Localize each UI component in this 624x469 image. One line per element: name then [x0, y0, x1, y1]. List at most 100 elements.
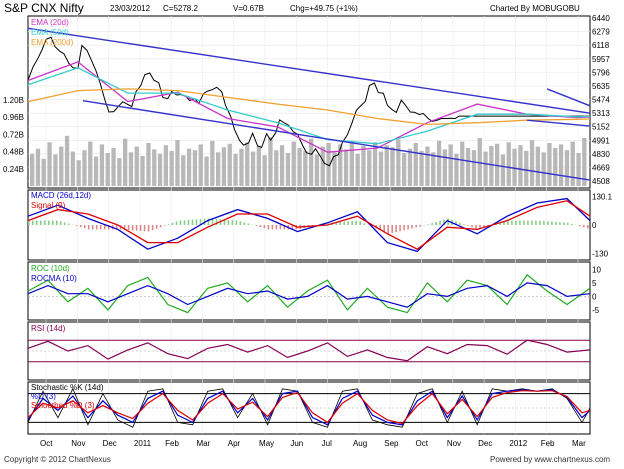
volume-bar	[105, 153, 110, 186]
price-y-tick: 5152	[592, 123, 610, 132]
macd-histogram-bar	[167, 224, 170, 225]
macd-histogram-bar	[271, 225, 274, 230]
volume-bar	[396, 139, 401, 186]
volume-bar	[192, 150, 198, 186]
volume-bar	[332, 152, 337, 186]
rsi-line	[27, 339, 591, 362]
macd-histogram-bar	[327, 222, 330, 225]
macd-histogram-bar	[83, 225, 86, 229]
roc-line	[27, 273, 591, 314]
volume-bar	[524, 150, 529, 186]
volume-bar	[547, 143, 552, 186]
volume-bar	[529, 140, 535, 186]
volume-bar	[431, 152, 436, 186]
macd-histogram-bar	[567, 222, 569, 225]
price-y-tick: 5474	[592, 96, 610, 105]
macd-histogram-bar	[547, 221, 549, 225]
macd-histogram-bar	[527, 220, 529, 225]
macd-histogram-bar	[183, 220, 186, 225]
volume-bar	[76, 160, 81, 186]
macd-histogram-bar	[99, 225, 102, 230]
macd-histogram-bar	[107, 225, 110, 230]
volume-bar	[88, 141, 93, 186]
volume-bar	[157, 153, 163, 187]
macd-histogram-bar	[179, 220, 182, 225]
volume-bar	[407, 148, 413, 186]
volume-bar	[53, 154, 58, 186]
macd-histogram-bar	[579, 225, 581, 227]
volume-bar	[320, 146, 325, 186]
macd-histogram-bar	[355, 220, 357, 225]
macd-y-tick: 0	[592, 221, 597, 230]
volume-bar	[448, 144, 453, 186]
volume-label: V=0.67B	[233, 4, 264, 13]
macd-histogram-bar	[435, 221, 437, 225]
macd-histogram-bar	[239, 221, 242, 225]
volume-bar	[483, 151, 488, 186]
macd-histogram-bar	[95, 225, 98, 230]
macd-histogram-bar	[263, 225, 266, 229]
stochastic-line	[27, 390, 591, 425]
stochastic-lines	[27, 387, 591, 428]
price-legend-item: EMA (50d)	[31, 28, 69, 37]
price-series-line	[27, 88, 591, 126]
macd-histogram-bar	[283, 225, 286, 230]
macd-histogram-bar	[347, 221, 349, 225]
macd-histogram-bar	[67, 223, 70, 225]
volume-bars	[30, 135, 587, 187]
volume-bar	[64, 135, 70, 186]
volume-bar	[198, 144, 203, 186]
stochastic-legend-item: Smoothed %D (3)	[31, 401, 95, 410]
macd-histogram-bar	[187, 219, 190, 225]
macd-histogram-bar	[223, 219, 226, 225]
macd-histogram-bar	[243, 222, 246, 225]
macd-histogram-bar	[535, 220, 537, 225]
x-tick-label: Jul	[322, 439, 332, 448]
volume-bar	[361, 145, 366, 186]
price-legend-item: EMA (20d)	[31, 18, 69, 27]
volume-bar	[93, 156, 99, 186]
volume-bar	[152, 149, 157, 186]
macd-histogram-bar	[63, 222, 66, 225]
x-tick-label: Jun	[290, 439, 303, 448]
volume-bar	[309, 138, 314, 186]
stochastic-legend-item: Stochastic %K (14d)	[31, 383, 104, 392]
roc-y-tick: -5	[592, 306, 600, 315]
macd-histogram-bar	[395, 225, 397, 232]
volume-bar	[256, 145, 261, 186]
volume-bar	[460, 141, 465, 186]
macd-histogram-bar	[571, 223, 573, 225]
volume-bar	[117, 158, 122, 186]
volume-bar	[390, 147, 395, 186]
roc-legend: ROC (10d)ROCMA (10)	[31, 264, 77, 283]
macd-histogram-bar	[103, 225, 106, 230]
rsi-legend: RSI (14d)	[31, 324, 66, 333]
volume-bar	[442, 149, 447, 186]
macd-histogram-bar	[227, 219, 230, 225]
channel-trendlines	[27, 27, 591, 181]
x-axis-ticks: Oct Nov Dec 2011 Feb Mar Apr May Jun Jul Aug Sep Oct…	[40, 439, 586, 448]
price-y-tick: 4508	[592, 177, 610, 186]
volume-bar	[169, 150, 174, 186]
macd-histogram-bar	[359, 221, 361, 225]
volume-bar	[186, 148, 192, 186]
macd-histogram-bar	[131, 225, 134, 231]
volume-bar	[512, 148, 517, 186]
macd-histogram-bar	[555, 221, 557, 225]
macd-histogram-bar	[455, 221, 457, 225]
macd-histogram-bar	[479, 225, 481, 229]
macd-histogram-bar	[587, 225, 589, 229]
volume-y-ticks: 1.20B 0.96B 0.72B 0.48B 0.24B	[3, 96, 24, 174]
macd-histogram-bar	[115, 225, 118, 230]
macd-histogram-bar	[551, 221, 553, 225]
x-tick-label: May	[259, 439, 274, 448]
volume-bar	[349, 140, 354, 186]
macd-histogram-bar	[463, 224, 465, 225]
volume-bar	[262, 155, 267, 186]
website-label: Powered by www.chartnexus.com	[490, 455, 610, 464]
macd-histogram-bar	[343, 221, 345, 225]
price-panel	[27, 15, 591, 189]
x-tick-label: 2012	[509, 439, 527, 448]
macd-histogram-bar	[267, 225, 270, 230]
macd-histogram-bar	[211, 218, 214, 225]
